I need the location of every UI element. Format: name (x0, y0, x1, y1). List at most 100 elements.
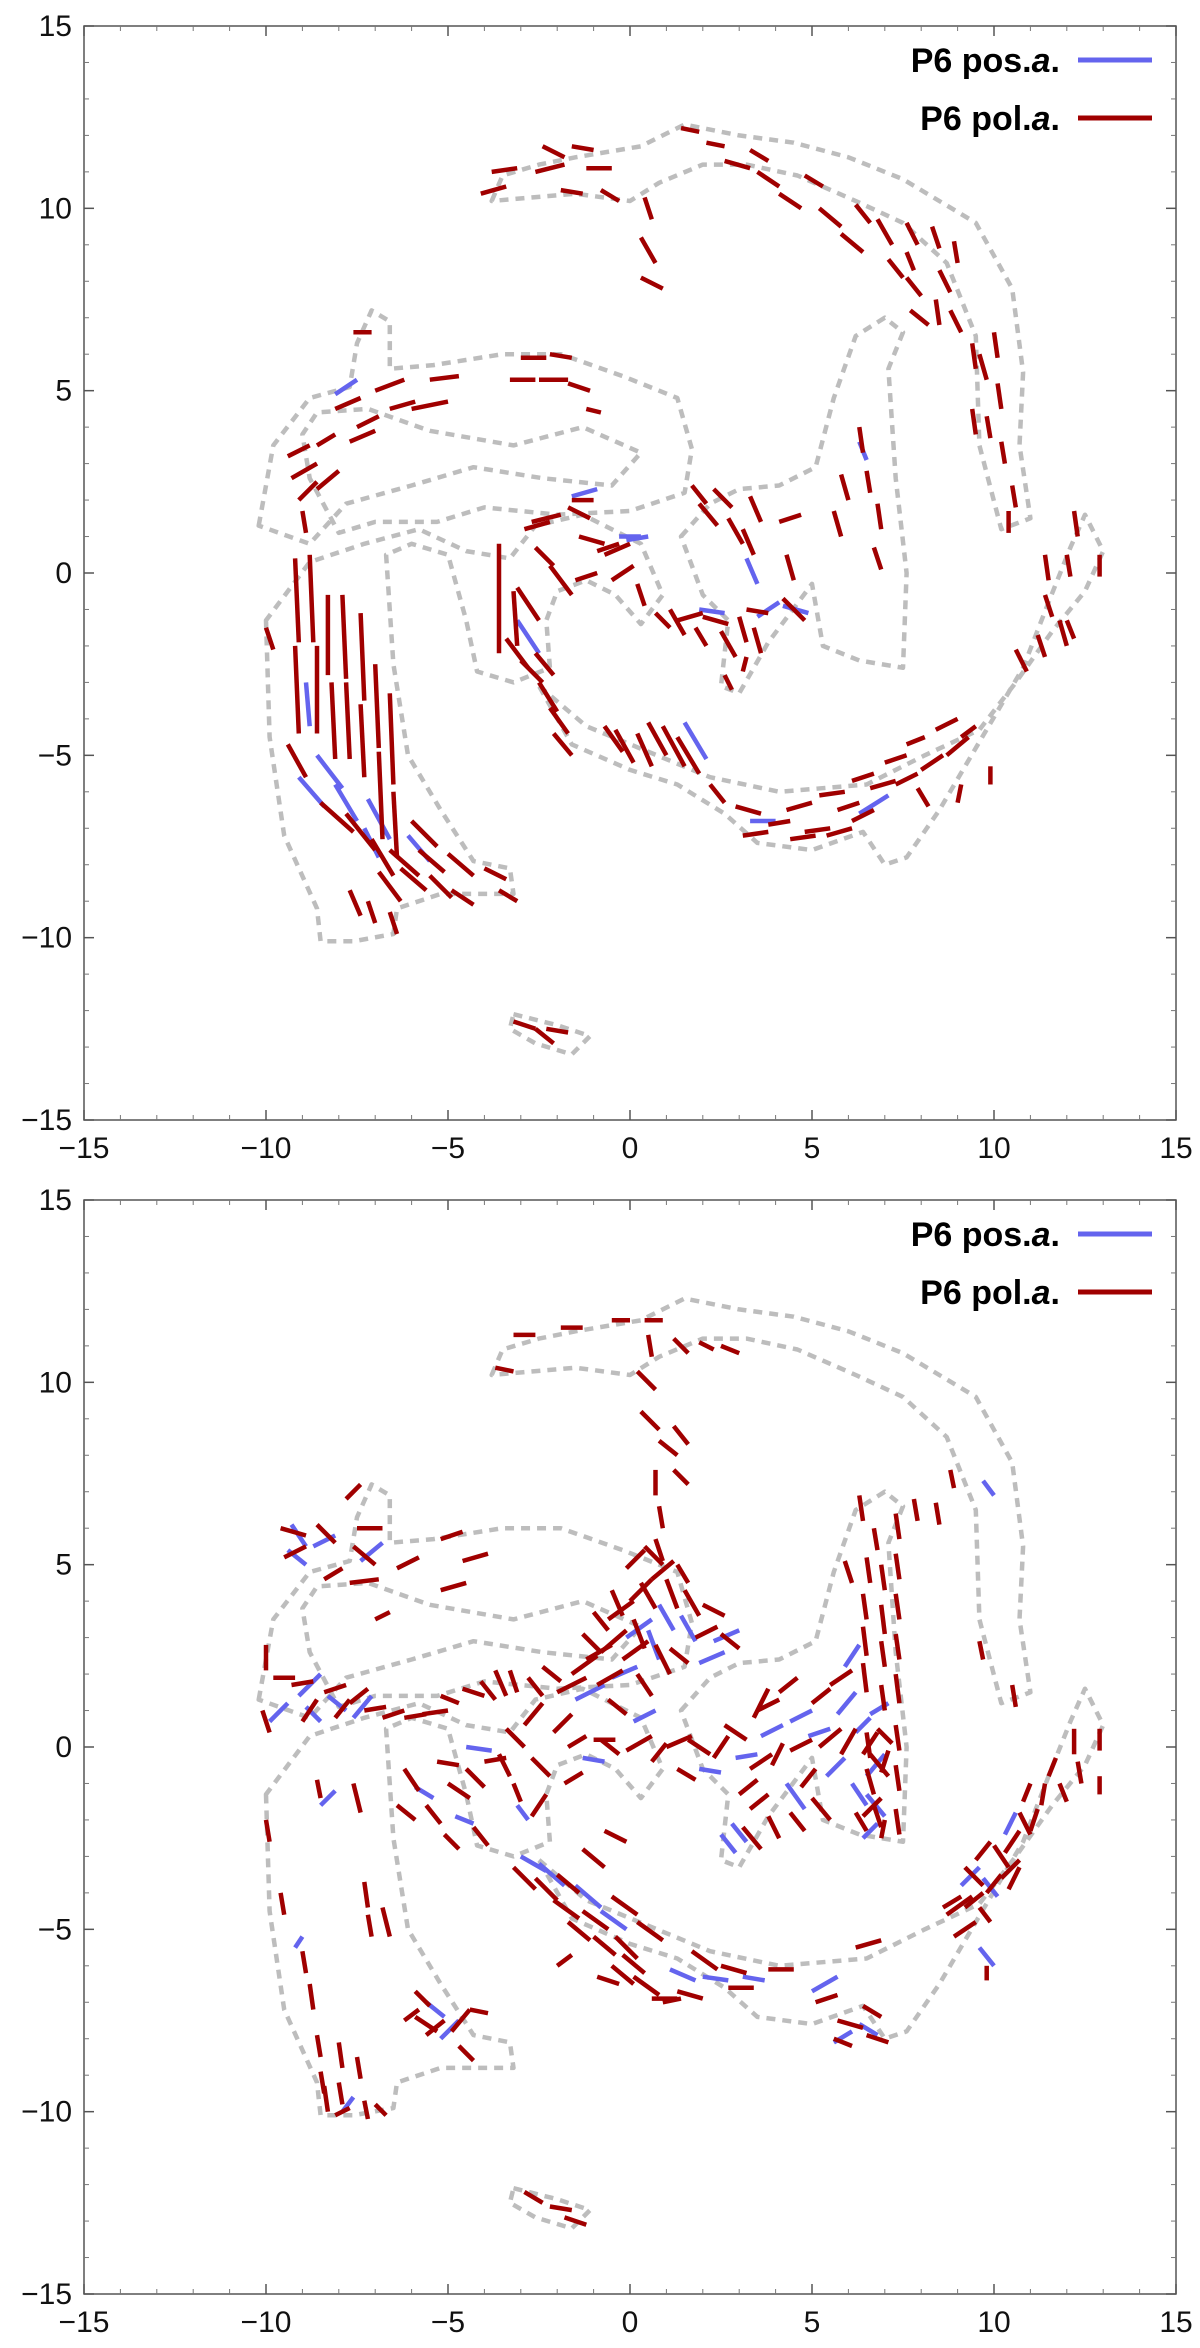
contour-line (263, 1686, 666, 2118)
contour-line (489, 122, 1033, 532)
pol-angle-segment (662, 1996, 682, 2005)
contour-line (536, 512, 1106, 867)
pol-angle-segment (334, 2105, 351, 2118)
pol-angle-segment (450, 888, 475, 907)
pos-angle-segment (359, 1541, 384, 1563)
pol-angle-segment (672, 1468, 690, 1486)
x-tick-label: 5 (804, 1132, 821, 1165)
pol-angle-segment (860, 1626, 869, 1657)
pol-angle-segment (789, 1737, 814, 1753)
pol-angle-segment (1013, 648, 1029, 673)
pol-angle-segment (952, 1920, 978, 1939)
pol-angle-segment (748, 1752, 774, 1771)
y-tick-label: 5 (55, 375, 72, 408)
pol-angle-segment (567, 505, 592, 521)
pos-angle-segment (646, 1629, 662, 1661)
pol-angle-segment (1071, 510, 1080, 537)
pol-angle-segment (864, 1732, 873, 1759)
pol-angle-segment (645, 1334, 655, 1358)
pol-angle-segment (861, 1796, 883, 1818)
pol-angle-segment (570, 1653, 599, 1676)
pol-angle-segment (260, 1709, 272, 1734)
pos-angle-segment (698, 1650, 726, 1666)
chart-panel-top: −15 −10 −5 0 5 10 15 15 10 5 0 −5 −10 −15 P6 pos.a. P6 … (21, 10, 1193, 1165)
pol-angle-segment (945, 1894, 974, 1917)
pol-angle-segment (875, 218, 895, 246)
y-tick-label: −10 (21, 922, 72, 955)
pol-angle-segment (362, 1881, 371, 1908)
pol-angle-segment (290, 461, 319, 481)
pol-angle-segment (533, 651, 556, 677)
pol-angle-segment (537, 681, 560, 713)
pos-angle-segment (698, 1766, 722, 1775)
pol-angle-segment (893, 1593, 902, 1620)
pol-angle-segment (381, 1708, 406, 1720)
pol-angle-segment (693, 626, 709, 648)
pol-angle-segment (457, 2044, 476, 2063)
pol-angle-segment (523, 2189, 544, 2205)
pos-angle-segment (297, 1672, 323, 1698)
pol-angle-segment (878, 1640, 888, 1668)
pol-angle-segment (653, 1538, 665, 1562)
pol-angle-segment (314, 2034, 323, 2058)
pol-angle-segment (363, 1704, 387, 1713)
pos-angle-segment (293, 1935, 305, 1949)
pos-angle-segment (669, 1967, 697, 1983)
pol-angle-segment (329, 682, 338, 760)
pol-angle-segment (440, 1580, 467, 1593)
pol-angle-segment (723, 158, 751, 171)
pol-angle-segment (675, 735, 702, 775)
pos-angle-segment (825, 1756, 847, 1778)
pol-angle-segment (893, 1724, 902, 1751)
pol-angle-segment (358, 613, 367, 701)
y-tick-label: 10 (39, 1366, 72, 1399)
pol-angle-segment (286, 443, 311, 459)
pol-angle-segment (402, 1767, 421, 1793)
pol-angle-segment (515, 586, 541, 622)
pos-angle-segment (789, 1708, 814, 1724)
pol-angle-segment (387, 693, 396, 785)
pol-angle-segment (818, 789, 846, 798)
pol-angle-segment (945, 735, 970, 758)
vector-field-chart-top: −15 −10 −5 0 5 10 15 15 10 5 0 −5 −10 −15 P6 pos.a. P6 … (21, 10, 1193, 1165)
pol-angle-segment (698, 1340, 715, 1352)
pol-angle-segment (831, 510, 844, 538)
pol-angle-segment (315, 469, 341, 491)
pol-angle-segment (592, 1934, 617, 1957)
pos-angle-segment (807, 1726, 831, 1739)
pol-angle-segment (639, 275, 664, 291)
pol-angle-segment (548, 564, 574, 597)
pol-angle-segment (878, 1604, 888, 1635)
pol-angle-segment (606, 1697, 628, 1716)
pol-angle-segment (851, 771, 875, 784)
pol-angle-segment (522, 1701, 545, 1727)
pol-angle-segment (625, 1734, 653, 1753)
pol-angle-segment (315, 1523, 337, 1545)
pol-angle-segment (719, 630, 738, 659)
pol-angle-segment (878, 1564, 888, 1591)
pol-angle-segment (319, 801, 355, 834)
pol-angle-segment (1009, 485, 1019, 508)
pol-angle-segment (571, 144, 594, 153)
pos-angle-segment (315, 753, 345, 790)
pol-angle-segment (740, 656, 749, 673)
pol-angle-segment (300, 1950, 309, 1974)
pol-angle-segment (609, 1589, 625, 1617)
pol-angle-segment (665, 1734, 693, 1750)
pol-angle-segment (690, 1949, 719, 1972)
pos-angle-segment (333, 377, 359, 397)
pol-angle-segment (817, 206, 843, 229)
pol-angle-segment (781, 596, 807, 622)
pol-angle-segment (638, 236, 658, 265)
pos-angle-segment (735, 1752, 758, 1761)
pol-angle-segment (285, 743, 308, 779)
pol-angle-segment (635, 583, 647, 607)
pol-angle-segment (864, 1768, 877, 1796)
contour-line (256, 1482, 695, 1721)
pol-angle-segment (621, 1953, 647, 1975)
pos-angle-segment (854, 1716, 872, 1734)
pol-angle-segment (785, 800, 813, 813)
pol-angle-segment (610, 1894, 639, 1917)
pol-angle-segment (596, 1668, 624, 1687)
pol-angle-segment (410, 819, 439, 849)
